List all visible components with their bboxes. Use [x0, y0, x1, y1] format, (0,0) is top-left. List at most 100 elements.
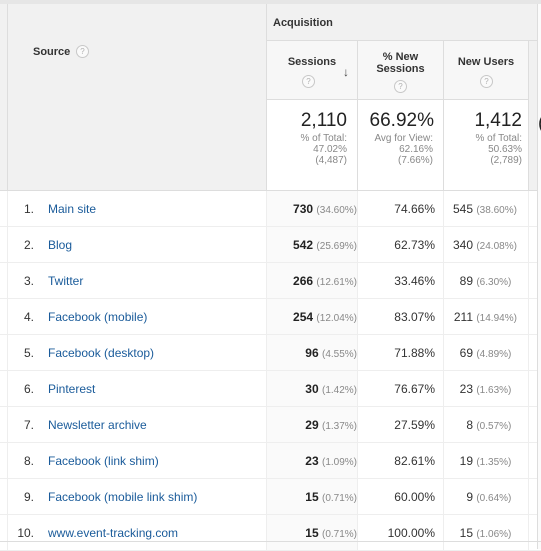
acquisition-group-label: Acquisition: [273, 17, 333, 29]
new-sessions-header-line1: % New: [382, 51, 419, 63]
sort-descending-icon[interactable]: ↓: [343, 65, 349, 79]
new-users-cell: 69 (4.89%): [444, 346, 512, 360]
source-link[interactable]: www.event-tracking.com: [48, 526, 179, 540]
new-users-percent: (38.60%): [476, 205, 517, 216]
new-users-cell: 15 (1.06%): [444, 526, 512, 540]
new-users-cell: 8 (0.57%): [444, 418, 511, 432]
new-users-value: 211: [453, 310, 473, 324]
row-number: 2.: [23, 238, 34, 252]
summary-total: (4,487): [315, 155, 347, 166]
divider: [357, 479, 358, 514]
divider: [7, 407, 8, 442]
divider: [357, 335, 358, 370]
divider: [266, 299, 267, 334]
source-link[interactable]: Facebook (mobile): [48, 310, 148, 324]
source-link[interactable]: Twitter: [48, 274, 84, 288]
new-sessions-average: 66.92%: [369, 110, 434, 131]
source-link[interactable]: Facebook (desktop): [48, 346, 155, 360]
new-sessions-summary: 66.92% Avg for View: 62.16% (7.66%): [358, 100, 443, 190]
new-users-cell: 19 (1.35%): [444, 454, 512, 468]
source-link[interactable]: Newsletter archive: [48, 418, 147, 432]
summary-caption: % of Total:: [300, 133, 347, 144]
divider: [528, 371, 529, 406]
new-users-percent: (1.06%): [476, 529, 512, 540]
divider: [443, 479, 444, 514]
divider: [7, 299, 8, 334]
sessions-column-header[interactable]: Sessions ? ↓: [267, 41, 357, 100]
summary-percent: 47.02%: [313, 144, 347, 155]
new-sessions-average-detail: Avg for View: 62.16% (7.66%): [374, 133, 433, 166]
new-sessions-cell: 60.00%: [394, 490, 435, 504]
new-users-cell: 9 (0.64%): [444, 490, 511, 504]
divider: [528, 515, 529, 550]
sessions-value: 254: [293, 310, 314, 324]
new-sessions-cell: 33.46%: [394, 274, 435, 288]
bottom-border: [0, 541, 541, 542]
sessions-percent: (25.69%): [316, 241, 357, 252]
divider: [266, 227, 267, 262]
source-link[interactable]: Facebook (mobile link shim): [48, 490, 198, 504]
divider: [7, 371, 8, 406]
help-icon[interactable]: ?: [76, 45, 89, 58]
divider: [7, 4, 8, 190]
divider: [357, 191, 358, 226]
sessions-value: 96: [305, 346, 319, 360]
source-link[interactable]: Pinterest: [48, 382, 96, 396]
sessions-value: 730: [293, 202, 314, 216]
sessions-cell: 730 (34.60%): [267, 202, 357, 216]
summary-caption: Avg for View:: [374, 133, 433, 144]
source-link[interactable]: Main site: [48, 202, 97, 216]
new-users-total: 1,412: [474, 110, 522, 131]
divider: [7, 227, 8, 262]
table-header: Acquisition B Source ? Sessions ? ↓ % Ne…: [0, 4, 541, 191]
divider: [528, 41, 529, 190]
new-users-value: 545: [452, 202, 473, 216]
row-number: 5.: [23, 346, 34, 360]
divider: [443, 41, 444, 190]
help-icon[interactable]: ?: [394, 80, 407, 93]
divider: [443, 227, 444, 262]
new-users-percent: (24.08%): [476, 241, 517, 252]
sessions-cell: 254 (12.04%): [267, 310, 357, 324]
divider: [528, 335, 529, 370]
divider: [528, 443, 529, 478]
row-number: 9.: [23, 490, 34, 504]
row-number: 1.: [23, 202, 34, 216]
new-sessions-cell: 27.59%: [394, 418, 435, 432]
report-table: Acquisition B Source ? Sessions ? ↓ % Ne…: [0, 4, 541, 551]
summary-total: (2,789): [490, 155, 522, 166]
new-sessions-column-header[interactable]: % New Sessions ?: [358, 41, 443, 100]
sessions-percent: (12.04%): [316, 313, 357, 324]
divider: [266, 443, 267, 478]
table-row: 8. Facebook (link shim) 23 (1.09%) 82.61% 19…: [0, 443, 541, 479]
divider: [7, 443, 8, 478]
divider: [357, 407, 358, 442]
table-row: 3. Twitter 266 (12.61%) 33.46% 89 (6.30%): [0, 263, 541, 299]
source-link[interactable]: Facebook (link shim): [48, 454, 159, 468]
sessions-header-label: Sessions: [287, 56, 337, 68]
divider: [528, 407, 529, 442]
new-users-total-detail: % of Total: 50.63% (2,789): [475, 133, 522, 166]
divider: [266, 479, 267, 514]
divider: [357, 371, 358, 406]
sessions-percent: (0.71%): [321, 493, 357, 504]
help-icon[interactable]: ?: [480, 75, 493, 88]
source-column-header[interactable]: Source: [33, 46, 71, 58]
divider: [7, 479, 8, 514]
divider: [266, 515, 267, 550]
sessions-total-detail: % of Total: 47.02% (4,487): [300, 133, 347, 166]
divider: [357, 227, 358, 262]
table-row: 9. Facebook (mobile link shim) 15 (0.71%) 6…: [0, 479, 541, 515]
new-sessions-header-line2: Sessions: [376, 63, 425, 75]
sessions-value: 30: [305, 382, 319, 396]
row-number: 7.: [23, 418, 34, 432]
source-link[interactable]: Blog: [48, 238, 73, 252]
new-users-column-header[interactable]: New Users ?: [444, 41, 528, 100]
sessions-cell-bg: [267, 515, 358, 550]
sessions-cell: 29 (1.37%): [267, 418, 357, 432]
clipped-next-column: [537, 4, 541, 549]
sessions-value: 266: [293, 274, 314, 288]
sessions-cell-bg: [267, 479, 358, 514]
divider: [266, 407, 267, 442]
help-icon[interactable]: ?: [302, 75, 315, 88]
